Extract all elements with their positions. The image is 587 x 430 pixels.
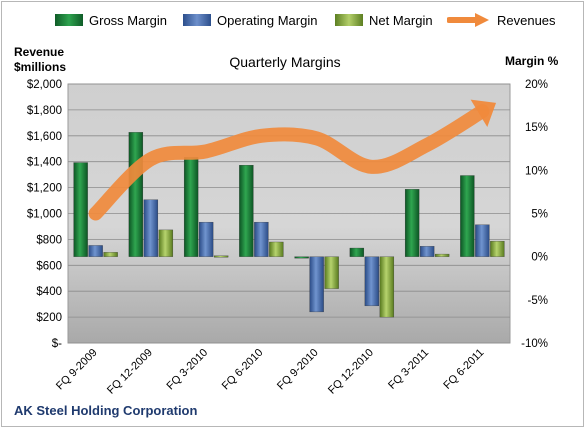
category-tick-label: FQ 3-2011 [386, 347, 431, 392]
revenues-arrowhead [470, 99, 497, 127]
bar-gross-margin [349, 247, 365, 257]
legend-label: Net Margin [369, 12, 433, 28]
bar-operating-margin [364, 256, 380, 307]
bar-net-margin [324, 256, 339, 289]
left-axis-title-line: $millions [14, 60, 67, 74]
orange-arrow-icon [447, 13, 489, 27]
left-tick-label: $400 [36, 286, 62, 298]
bar-net-margin [269, 241, 284, 257]
bar-operating-margin [143, 199, 159, 257]
left-tick-label: $1,600 [27, 131, 62, 143]
right-tick-label: 0% [531, 252, 548, 264]
bar-net-margin [434, 253, 450, 257]
category-tick-label: FQ 3-2010 [165, 347, 211, 393]
category-tick-label: FQ 6-2010 [220, 347, 266, 393]
left-tick-label: $2,000 [27, 79, 62, 91]
bar-gross-margin [294, 256, 309, 259]
right-tick-label: 15% [525, 122, 548, 134]
legend-swatch-operating [183, 14, 211, 26]
category-tick-label: FQ 9-2010 [275, 347, 321, 393]
bar-gross-margin [460, 175, 475, 257]
chart-title: Quarterly Margins [229, 54, 341, 70]
category-tick-label: FQ 9-2009 [54, 347, 100, 393]
company-name: AK Steel Holding Corporation [14, 403, 198, 418]
bar-net-margin [158, 229, 174, 257]
right-tick-label: 20% [525, 79, 548, 91]
bar-gross-margin [73, 162, 88, 257]
bar-gross-margin [239, 165, 254, 257]
revenues-line [88, 104, 490, 221]
legend-label: Gross Margin [89, 12, 168, 28]
bar-operating-margin [309, 256, 324, 313]
right-tick-label: -10% [521, 338, 548, 350]
left-tick-label: $1,000 [27, 209, 62, 221]
left-tick-label: $1,800 [27, 105, 62, 117]
bar-operating-margin [419, 246, 435, 257]
left-axis-title-line: Revenue [14, 45, 65, 59]
left-tick-label: $- [52, 338, 62, 350]
bar-gross-margin [183, 157, 199, 257]
legend-swatch-net [335, 14, 363, 26]
left-tick-label: $600 [36, 260, 62, 272]
legend-item-net-margin: Net Margin [335, 8, 433, 32]
right-axis-title: Margin % [505, 54, 559, 68]
legend-item-gross-margin: Gross Margin [55, 8, 167, 32]
bar-operating-margin [254, 221, 269, 257]
left-tick-label: $200 [36, 312, 62, 324]
right-tick-label: 10% [525, 165, 548, 177]
left-tick-label: $1,200 [27, 183, 62, 195]
bar-gross-margin [404, 189, 420, 257]
right-tick-label: -5% [528, 295, 548, 307]
left-tick-label: $800 [36, 234, 62, 246]
legend-label: Operating Margin [217, 12, 318, 28]
bar-net-margin [490, 240, 505, 257]
category-tick-label: FQ 6-2011 [441, 347, 486, 392]
bar-operating-margin [88, 245, 103, 257]
bar-net-margin [379, 256, 395, 318]
left-tick-label: $1,400 [27, 157, 62, 169]
bar-gross-margin [128, 132, 144, 257]
right-tick-label: 5% [531, 209, 548, 221]
category-tick-label: FQ 12-2010 [326, 347, 376, 397]
legend-swatch-gross [55, 14, 83, 26]
left-axis-title: Revenue $millions [14, 45, 66, 75]
chart-legend: Gross Margin Operating Margin Net Margin… [0, 8, 587, 32]
bar-net-margin [103, 252, 118, 257]
legend-item-operating-margin: Operating Margin [183, 8, 317, 32]
bar-operating-margin [475, 224, 490, 257]
bar-net-margin [213, 255, 229, 258]
legend-label: Revenues [497, 12, 556, 28]
category-tick-label: FQ 12-2009 [105, 347, 155, 397]
bar-operating-margin [198, 221, 214, 257]
legend-item-revenues: Revenues [447, 8, 556, 32]
